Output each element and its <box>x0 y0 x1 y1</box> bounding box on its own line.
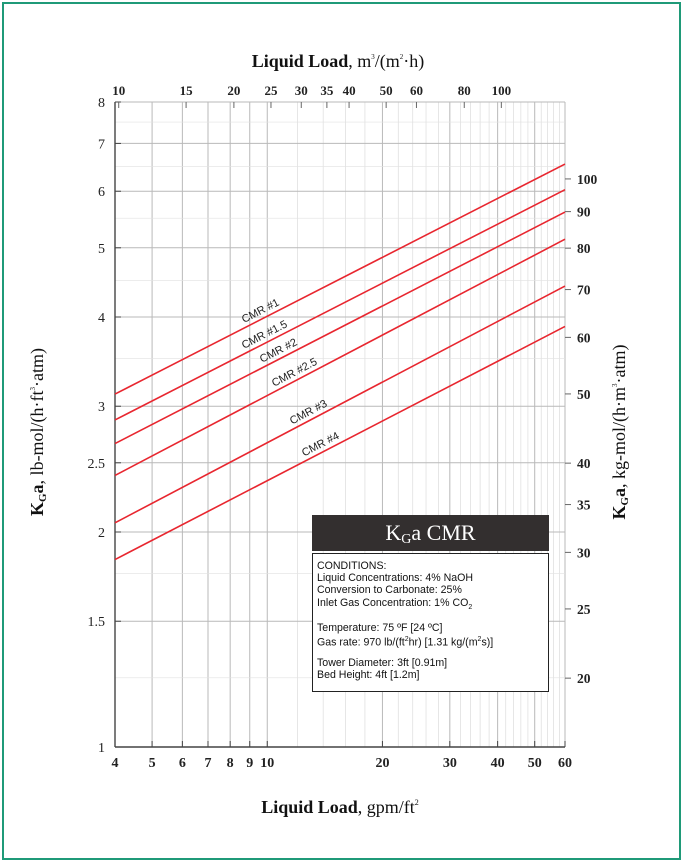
right-tick-label: 25 <box>577 602 591 617</box>
x-tick-label: 5 <box>149 756 156 771</box>
top-tick-label: 20 <box>227 83 240 98</box>
legend-title: KGa CMR <box>312 515 549 551</box>
top-tick-label: 40 <box>343 83 356 98</box>
y-tick-label: 2.5 <box>88 457 106 472</box>
y-tick-label: 5 <box>98 242 105 257</box>
top-tick-label: 100 <box>492 83 512 98</box>
gas-rate-sup-2: 2 <box>477 636 482 644</box>
y-tick-label: 3 <box>98 400 105 415</box>
series-line <box>114 238 566 477</box>
conditions-box: CONDITIONS: Liquid Concentrations: 4% Na… <box>312 553 549 692</box>
right-tick-label: 60 <box>577 330 591 345</box>
right-tick-label: 90 <box>577 205 591 220</box>
x-tick-label: 50 <box>528 756 542 771</box>
y-tick-label: 2 <box>98 526 105 541</box>
right-tick-label: 100 <box>577 172 598 187</box>
series-line <box>114 163 566 395</box>
x-tick-label: 60 <box>558 756 572 771</box>
x-tick-label: 30 <box>443 756 457 771</box>
x-tick-label: 40 <box>491 756 505 771</box>
series-line <box>114 188 566 421</box>
y-tick-label: 1 <box>98 741 105 756</box>
condition-bed-height: Bed Height: 4ft [1.2m] <box>317 669 420 682</box>
right-tick-label: 30 <box>577 545 591 560</box>
top-tick-label: 25 <box>264 83 278 98</box>
top-tick-label: 30 <box>295 83 308 98</box>
y-tick-label: 6 <box>98 185 105 200</box>
legend-title-sub: G <box>401 532 412 547</box>
condition-liquid-concentration: Liquid Concentrations: 4% NaOH <box>317 572 474 585</box>
y-tick-label: 8 <box>98 96 105 111</box>
right-tick-label: 35 <box>577 498 591 513</box>
y-tick-label: 4 <box>98 311 105 326</box>
right-tick-label: 70 <box>577 283 591 298</box>
top-tick-label: 60 <box>410 83 423 98</box>
co2-subscript: 2 <box>468 603 473 611</box>
x-tick-label: 7 <box>204 756 211 771</box>
series-line <box>114 285 566 524</box>
conditions-heading: CONDITIONS: <box>317 560 387 572</box>
x-tick-label: 6 <box>179 756 186 771</box>
legend-title-rest: a CMR <box>411 520 476 545</box>
gas-rate-mid: hr) [1.31 kg/(m <box>408 636 478 649</box>
top-tick-label: 50 <box>380 83 393 98</box>
y-axis-title: KGa, lb-mol/(h·ft3·atm) <box>27 348 49 516</box>
legend-title-k: K <box>385 520 402 545</box>
top-tick-label: 35 <box>320 83 334 98</box>
right-tick-label: 80 <box>577 241 591 256</box>
series-line <box>114 211 566 445</box>
x-axis-title: Liquid Load, gpm/ft2 <box>261 797 419 817</box>
condition-temperature: Temperature: 75 ºF [24 ºC] <box>317 621 443 634</box>
y-tick-label: 7 <box>98 137 105 152</box>
right-tick-label: 50 <box>577 387 591 402</box>
right-axis-title: KGa, kg-mol/(h·m3·atm) <box>609 344 631 519</box>
condition-inlet-gas: Inlet Gas Concentration: 1% CO2 <box>317 597 544 614</box>
top-tick-label: 10 <box>112 83 125 98</box>
x-tick-label: 10 <box>260 756 274 771</box>
gas-rate-sup-1: 2 <box>404 636 409 644</box>
right-tick-label: 20 <box>577 671 591 686</box>
x-tick-label: 20 <box>375 756 389 771</box>
gas-rate-end: s)] <box>481 636 494 649</box>
top-axis-title: Liquid Load, m3/(m2·h) <box>252 51 425 72</box>
top-tick-label: 15 <box>180 83 194 98</box>
x-tick-label: 4 <box>112 756 119 771</box>
condition-conversion: Conversion to Carbonate: 25% <box>317 584 462 597</box>
condition-inlet-gas-text: Inlet Gas Concentration: 1% CO <box>317 596 469 609</box>
top-tick-label: 80 <box>458 83 471 98</box>
condition-gas-rate: Gas rate: 970 lb/(ft2hr) [1.31 kg/(m2s)] <box>317 634 544 649</box>
condition-tower-diameter: Tower Diameter: 3ft [0.91m] <box>317 656 448 669</box>
series-line <box>114 325 566 561</box>
x-tick-label: 9 <box>246 756 253 771</box>
y-tick-label: 1.5 <box>88 615 106 630</box>
x-tick-label: 8 <box>227 756 234 771</box>
gas-rate-text: Gas rate: 970 lb/(ft <box>317 636 405 649</box>
right-tick-label: 40 <box>577 456 591 471</box>
